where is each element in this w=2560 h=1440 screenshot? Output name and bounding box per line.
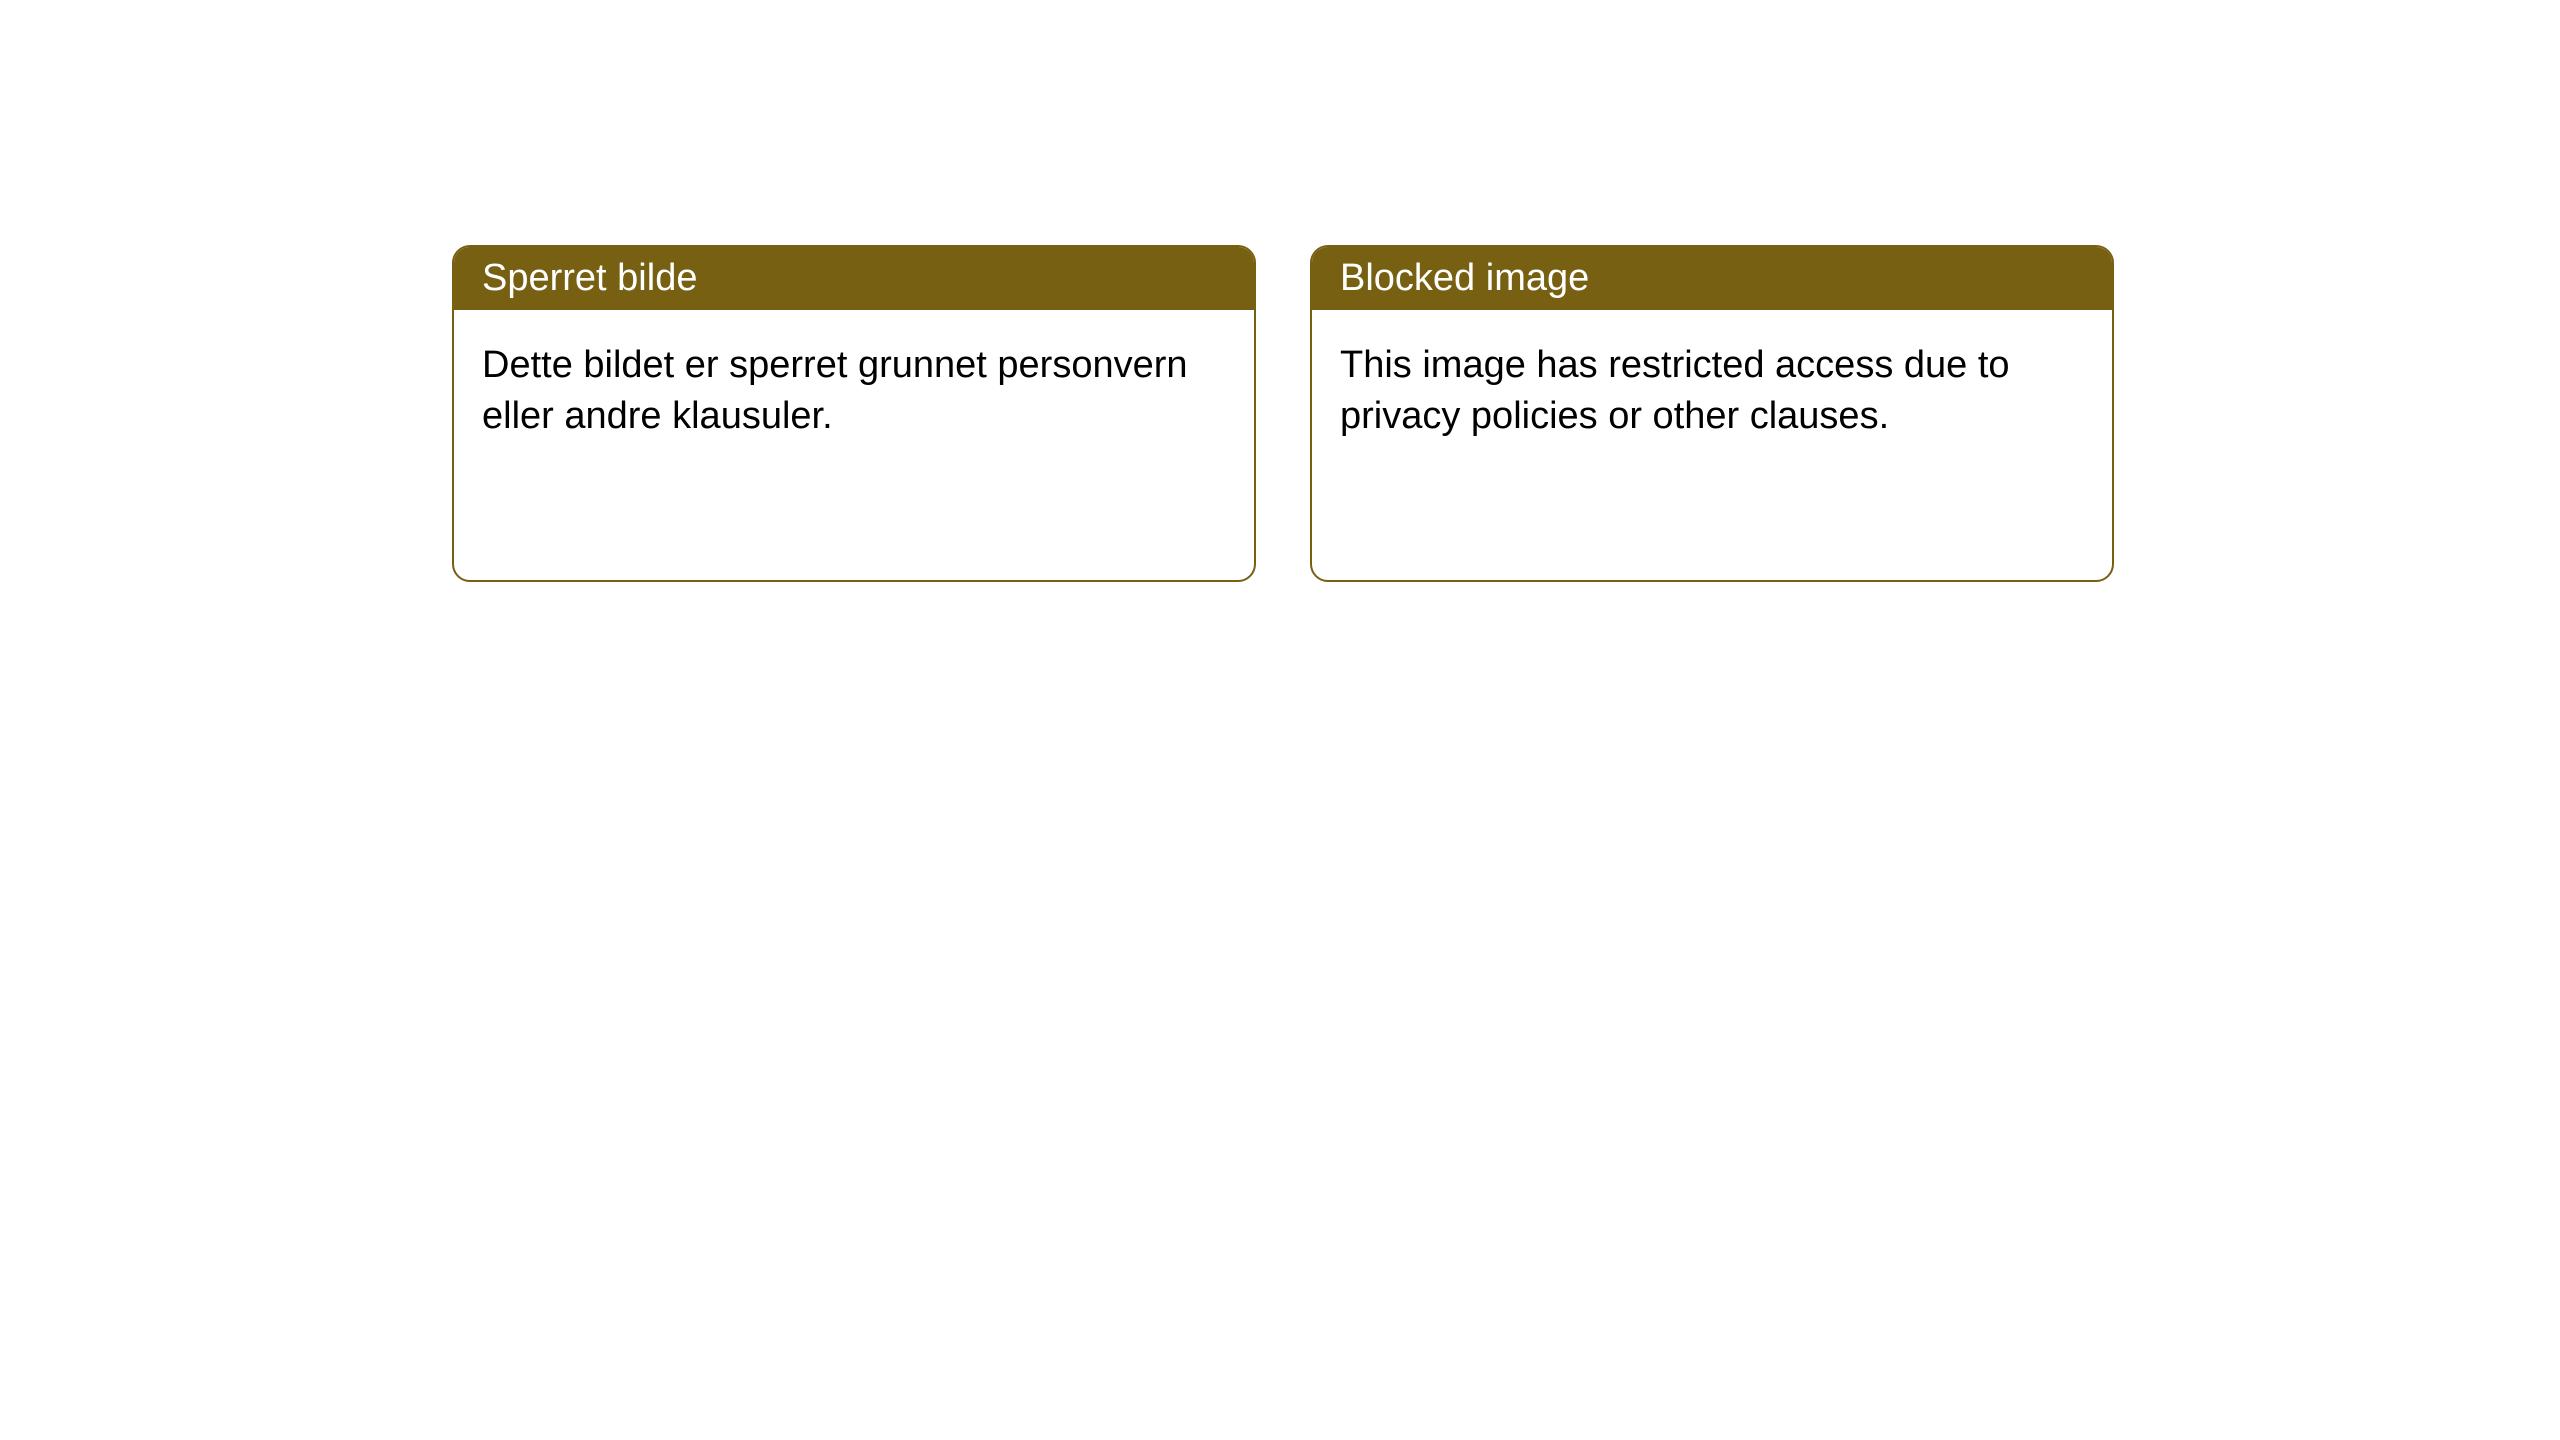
notice-body: This image has restricted access due to …: [1312, 310, 2112, 580]
notice-text: This image has restricted access due to …: [1340, 344, 2010, 437]
notice-text: Dette bildet er sperret grunnet personve…: [482, 344, 1188, 437]
notice-card-norwegian: Sperret bilde Dette bildet er sperret gr…: [452, 245, 1256, 582]
notice-card-english: Blocked image This image has restricted …: [1310, 245, 2114, 582]
notice-cards-container: Sperret bilde Dette bildet er sperret gr…: [452, 245, 2114, 582]
notice-title: Blocked image: [1340, 257, 1589, 299]
notice-body: Dette bildet er sperret grunnet personve…: [454, 310, 1254, 580]
notice-header: Blocked image: [1312, 247, 2112, 310]
notice-header: Sperret bilde: [454, 247, 1254, 310]
notice-title: Sperret bilde: [482, 257, 697, 299]
